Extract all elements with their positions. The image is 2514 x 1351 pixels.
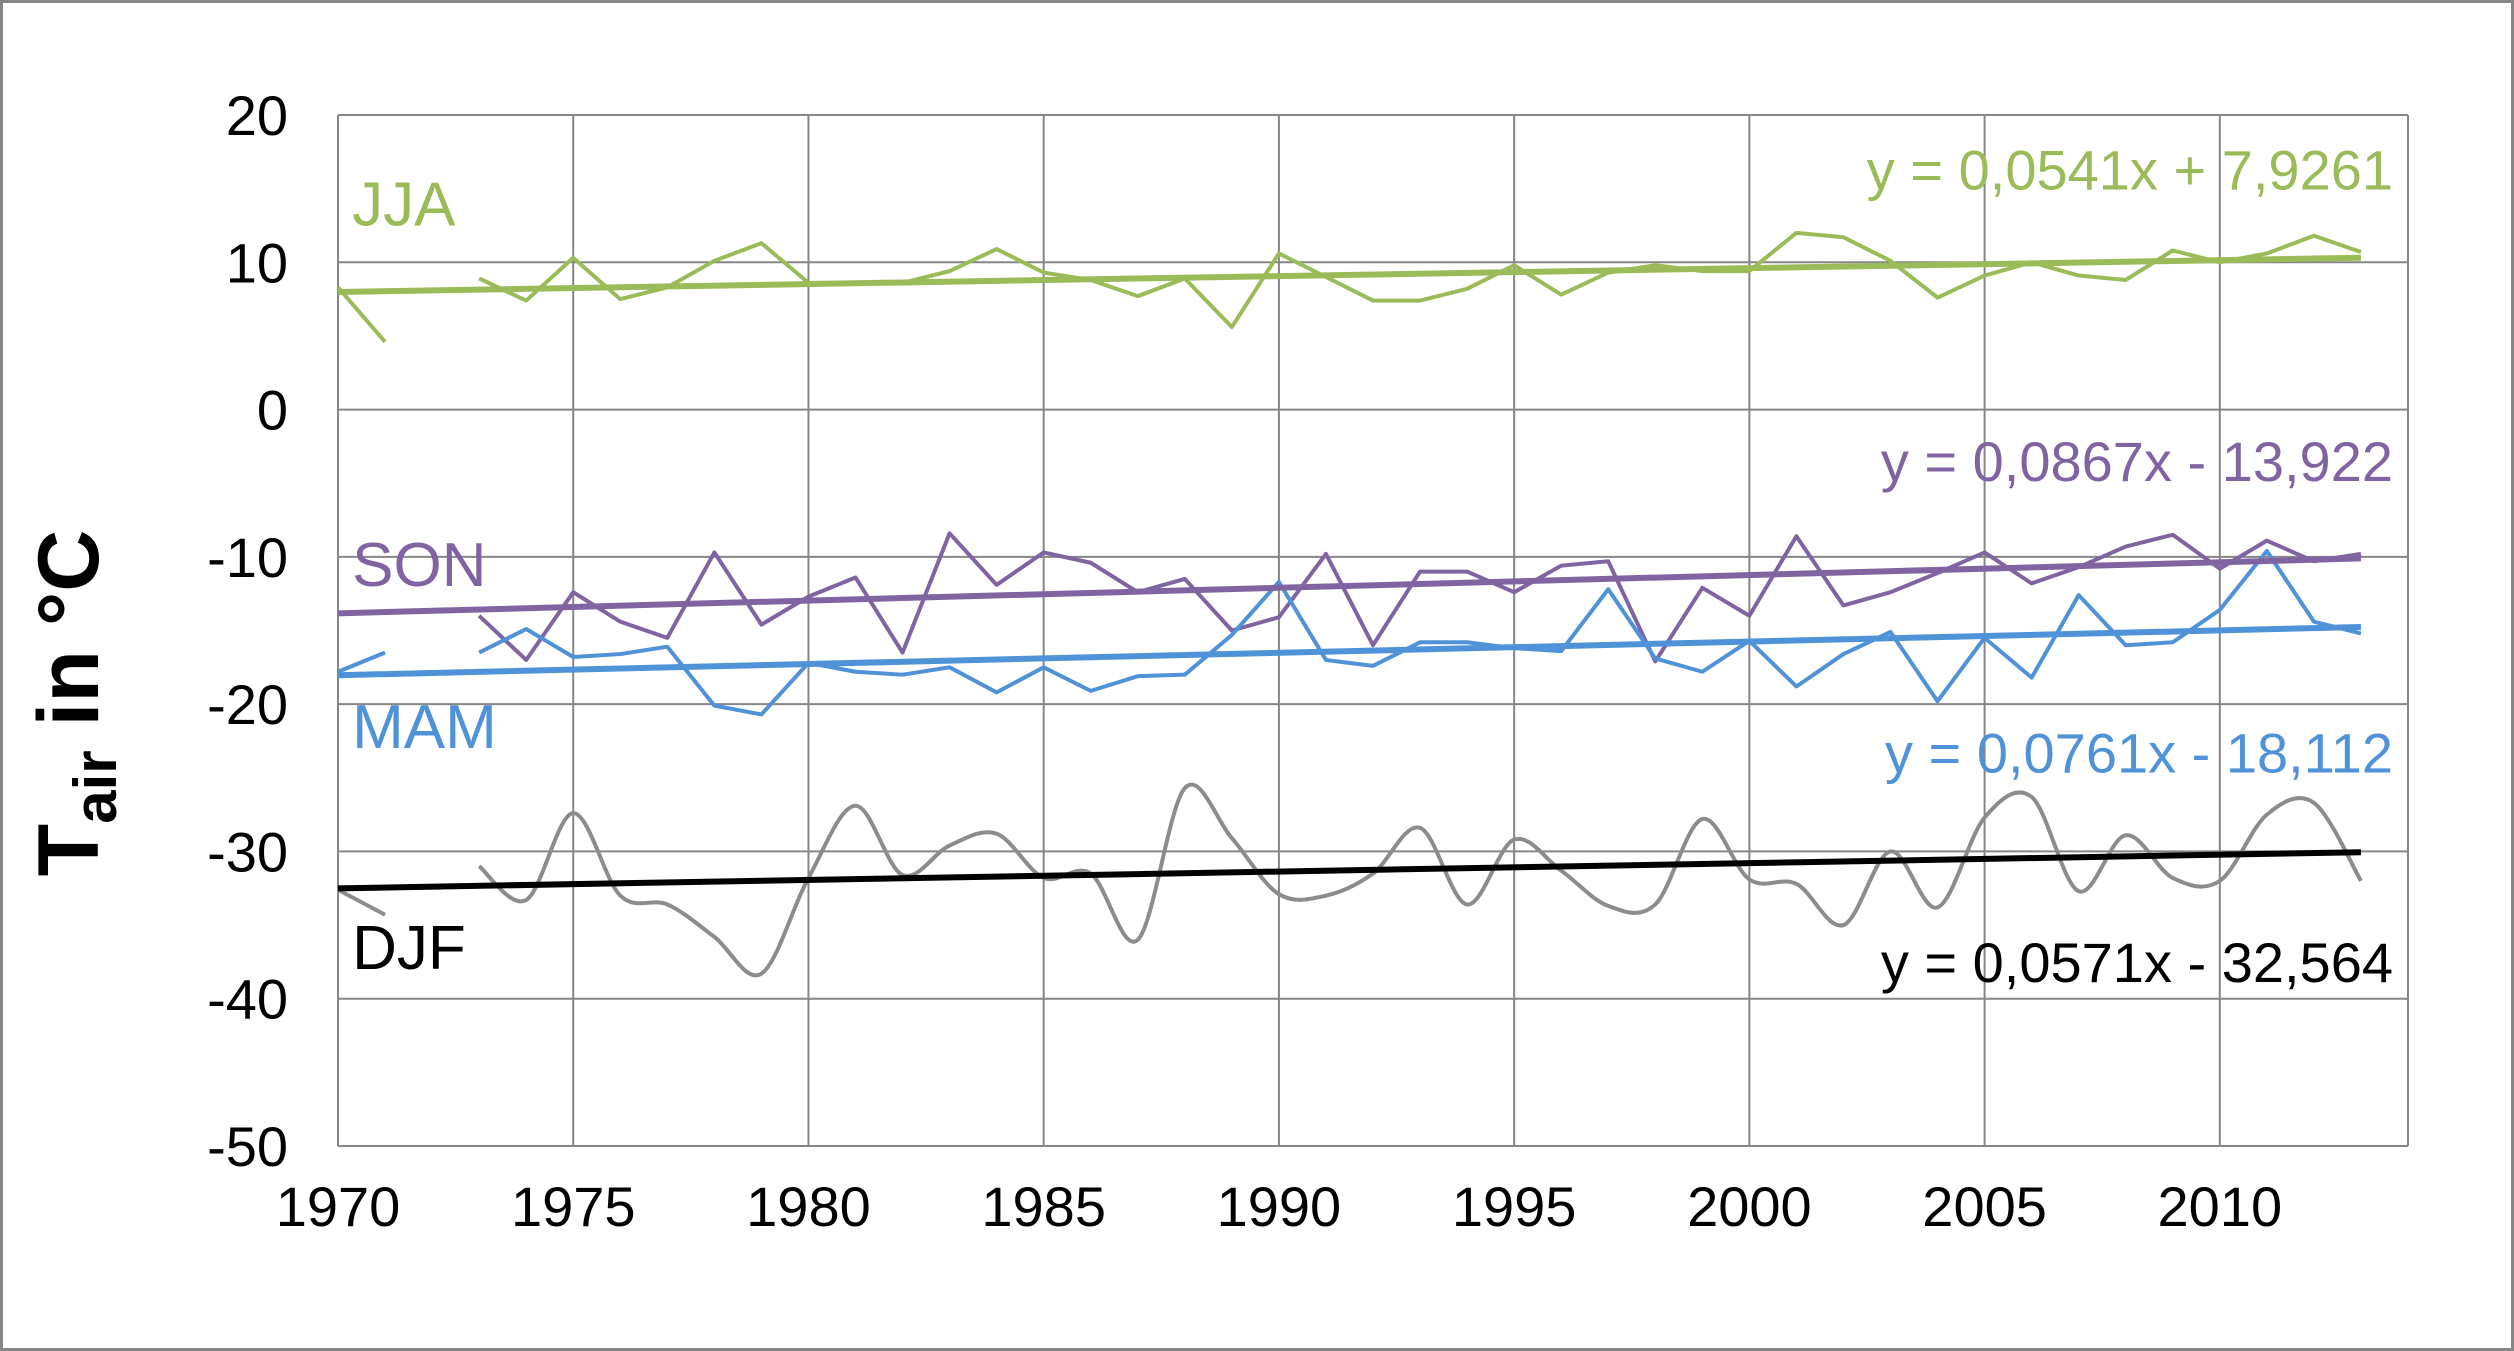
trend-equation-jja: y = 0,0541x + 7,9261 xyxy=(1867,138,2393,201)
y-tick-label: -50 xyxy=(207,1115,288,1178)
y-axis-title-unit: in °C xyxy=(21,530,117,751)
series-line-djf xyxy=(337,887,386,917)
y-axis-ticks: 20 10 0 -10 -20 -30 -40 -50 xyxy=(207,84,288,1178)
trendline-mam xyxy=(337,624,2362,679)
series-line-jja xyxy=(336,286,387,344)
series-labels: JJA y = 0,0541x + 7,9261 SON y = 0,0867x - … xyxy=(352,138,2393,993)
y-tick-label: -10 xyxy=(207,526,288,589)
y-tick-label: 0 xyxy=(257,379,288,442)
y-tick-label: 20 xyxy=(226,84,288,147)
trend-equation-djf: y = 0,0571x - 32,564 xyxy=(1881,931,2393,994)
series-line-mam xyxy=(478,548,2362,717)
trendline-son xyxy=(337,555,2362,617)
x-tick-label: 1985 xyxy=(981,1175,1106,1238)
y-tick-label: -30 xyxy=(207,820,288,883)
x-tick-label: 1975 xyxy=(511,1175,636,1238)
x-tick-label: 2010 xyxy=(2158,1175,2283,1238)
series-line-son xyxy=(477,531,2362,664)
series-lines xyxy=(336,230,2363,978)
x-tick-label: 1980 xyxy=(746,1175,871,1238)
y-tick-label: -40 xyxy=(207,968,288,1031)
series-line-jja xyxy=(478,230,2362,330)
trend-equation-son: y = 0,0867x - 13,922 xyxy=(1881,430,2393,493)
series-label-son: SON xyxy=(352,531,486,600)
trendline-jja xyxy=(337,254,2362,296)
x-axis-ticks: 1970 1975 1980 1985 1990 1995 2000 2005 2010 xyxy=(276,1175,2282,1238)
y-axis-title: Tair in °C xyxy=(21,530,129,877)
y-axis-title-subscript: air xyxy=(62,750,129,823)
series-line-djf xyxy=(477,782,2363,978)
trendline-djf xyxy=(337,849,2362,892)
x-tick-label: 1990 xyxy=(1217,1175,1342,1238)
series-label-mam: MAM xyxy=(352,693,497,762)
x-tick-label: 2000 xyxy=(1687,1175,1812,1238)
series-label-jja: JJA xyxy=(352,170,456,239)
y-axis-title-main: T xyxy=(21,824,117,877)
trend-equation-mam: y = 0,0761x - 18,112 xyxy=(1885,722,2393,785)
x-tick-label: 1995 xyxy=(1452,1175,1577,1238)
series-label-djf: DJF xyxy=(352,914,466,983)
x-tick-label: 1970 xyxy=(276,1175,401,1238)
y-tick-label: -20 xyxy=(207,673,288,736)
y-tick-label: 10 xyxy=(226,231,288,294)
trend-lines xyxy=(337,254,2362,892)
series-line-mam xyxy=(337,650,386,674)
x-tick-label: 2005 xyxy=(1922,1175,2047,1238)
